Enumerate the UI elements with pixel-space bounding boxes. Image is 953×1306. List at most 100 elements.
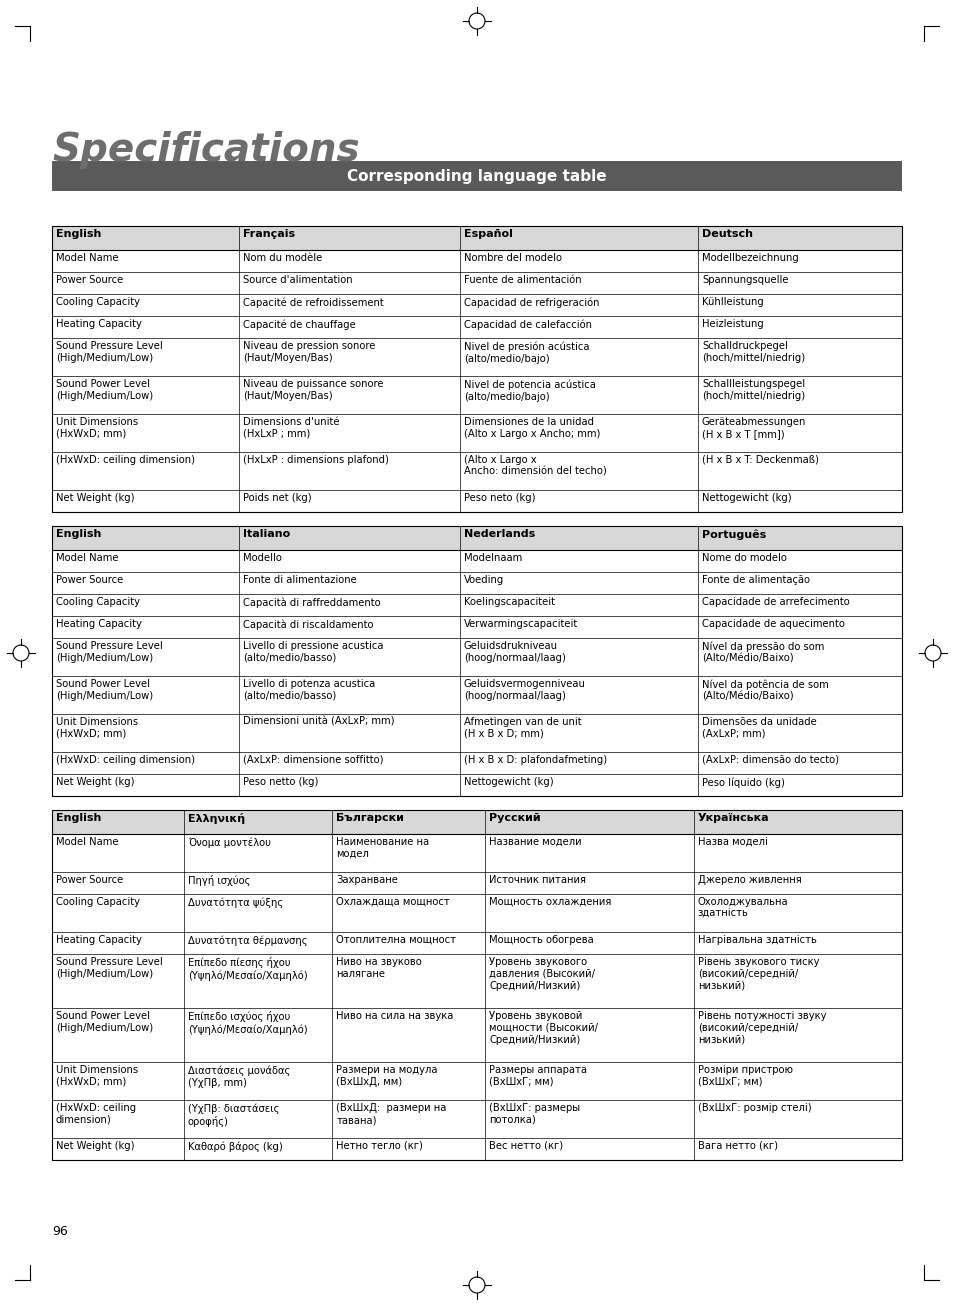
Text: Δυνατότητα ψύξης: Δυνατότητα ψύξης [188,897,283,908]
Text: Español: Español [463,229,513,239]
Text: Cooling Capacity: Cooling Capacity [56,296,140,307]
Text: (HxLxP : dimensions plafond): (HxLxP : dimensions plafond) [243,454,389,465]
Text: Sound Power Level
(High/Medium/Low): Sound Power Level (High/Medium/Low) [56,679,153,701]
Text: Nível da pressão do som
(Alto/Médio/Baixo): Nível da pressão do som (Alto/Médio/Baix… [701,641,823,663]
Text: Отоплителна мощност: Отоплителна мощност [336,935,456,946]
Text: Peso netto (kg): Peso netto (kg) [243,777,318,788]
Text: (HxWxD: ceiling
dimension): (HxWxD: ceiling dimension) [56,1104,136,1124]
Text: (HxWxD: ceiling dimension): (HxWxD: ceiling dimension) [56,755,194,765]
Text: Nederlands: Nederlands [463,529,535,539]
Text: Specifications: Specifications [52,131,359,168]
Text: Modelnaam: Modelnaam [463,552,521,563]
Bar [52,810,901,835]
Bar [52,226,901,512]
Text: Πηγή ισχύος: Πηγή ισχύος [188,875,250,885]
Text: Niveau de puissance sonore
(Haut/Moyen/Bas): Niveau de puissance sonore (Haut/Moyen/B… [243,379,383,401]
Text: Capacidad de calefacción: Capacidad de calefacción [463,319,592,329]
Text: Heating Capacity: Heating Capacity [56,935,142,946]
Text: Net Weight (kg): Net Weight (kg) [56,492,134,503]
Text: Українська: Українська [697,814,768,823]
Text: Nombre del modelo: Nombre del modelo [463,253,561,263]
Text: Dimensões da unidade
(AxLxP; mm): Dimensões da unidade (AxLxP; mm) [701,717,816,739]
Text: Ниво на звуково
налягане: Ниво на звуково налягане [336,957,422,980]
Text: Δυνατότητα θέρμανσης: Δυνατότητα θέρμανσης [188,935,307,946]
Bar [52,226,901,512]
Text: (HxWxD: ceiling dimension): (HxWxD: ceiling dimension) [56,454,194,465]
Text: Koelingscapaciteit: Koelingscapaciteit [463,597,555,607]
Text: Уровень звуковой
мощности (Высокий/
Средний/Низкий): Уровень звуковой мощности (Высокий/ Сред… [489,1011,598,1045]
Text: Poids net (kg): Poids net (kg) [243,492,312,503]
Bar [52,810,901,1160]
Text: Capacité de chauffage: Capacité de chauffage [243,319,355,329]
Text: Dimensioni unità (AxLxP; mm): Dimensioni unità (AxLxP; mm) [243,717,395,727]
Text: (ВхШхГ: розмір стелі): (ВхШхГ: розмір стелі) [697,1104,810,1113]
Text: Джерело живлення: Джерело живлення [697,875,801,885]
Text: Français: Français [243,229,294,239]
Text: Geluidsdrukniveau
(hoog/normaal/laag): Geluidsdrukniveau (hoog/normaal/laag) [463,641,565,663]
Text: Source d'alimentation: Source d'alimentation [243,276,353,285]
Text: (ВхШхД:  размери на
тавана): (ВхШхД: размери на тавана) [336,1104,446,1124]
Text: Geräteabmessungen
(H x B x T [mm]): Geräteabmessungen (H x B x T [mm]) [701,417,805,439]
Text: Net Weight (kg): Net Weight (kg) [56,777,134,788]
Text: Рівень звукового тиску
(високий/середній/
низький): Рівень звукового тиску (високий/середній… [697,957,819,991]
Text: Voeding: Voeding [463,575,504,585]
Text: Наименование на
модел: Наименование на модел [336,837,429,859]
Bar [52,526,901,550]
Text: (H x B x T: Deckenmaß): (H x B x T: Deckenmaß) [701,454,818,465]
Text: Nome do modelo: Nome do modelo [701,552,786,563]
Text: Нетно тегло (кг): Нетно тегло (кг) [336,1141,423,1151]
Text: Български: Български [336,814,404,823]
Text: Português: Português [701,529,765,539]
Text: Επίπεδο ισχύος ήχου
(Υψηλό/Μεσαίο/Χαμηλό): Επίπεδο ισχύος ήχου (Υψηλό/Μεσαίο/Χαμηλό… [188,1011,307,1034]
Text: Рівень потужності звуку
(високий/середній/
низький): Рівень потужності звуку (високий/середні… [697,1011,825,1045]
Text: Corresponding language table: Corresponding language table [347,168,606,184]
Text: Capacidad de refrigeración: Capacidad de refrigeración [463,296,598,307]
Bar [52,161,901,191]
Text: Sound Pressure Level
(High/Medium/Low): Sound Pressure Level (High/Medium/Low) [56,957,163,980]
Text: Nível da potência de som
(Alto/Médio/Baixo): Nível da potência de som (Alto/Médio/Bai… [701,679,828,701]
Text: Power Source: Power Source [56,276,123,285]
Text: Мощность охлаждения: Мощность охлаждения [489,897,611,906]
Text: Deutsch: Deutsch [701,229,752,239]
Bar [52,526,901,795]
Text: Model Name: Model Name [56,552,118,563]
Text: Ниво на сила на звука: Ниво на сила на звука [336,1011,454,1021]
Text: Название модели: Название модели [489,837,581,848]
Text: Dimensiones de la unidad
(Alto x Largo x Ancho; mm): Dimensiones de la unidad (Alto x Largo x… [463,417,599,439]
Text: Heating Capacity: Heating Capacity [56,619,142,629]
Text: Нагрівальна здатність: Нагрівальна здатність [697,935,816,946]
Text: Fonte di alimentazione: Fonte di alimentazione [243,575,356,585]
Bar [52,526,901,795]
Text: English: English [56,229,101,239]
Text: Modellbezeichnung: Modellbezeichnung [701,253,798,263]
Text: Capacidade de arrefecimento: Capacidade de arrefecimento [701,597,849,607]
Text: Sound Power Level
(High/Medium/Low): Sound Power Level (High/Medium/Low) [56,1011,153,1033]
Text: Розміри пристрою
(ВхШхГ; мм): Розміри пристрою (ВхШхГ; мм) [697,1064,792,1087]
Text: Livello di pressione acustica
(alto/medio/basso): Livello di pressione acustica (alto/medi… [243,641,383,663]
Text: Model Name: Model Name [56,837,118,848]
Text: Spannungsquelle: Spannungsquelle [701,276,788,285]
Text: English: English [56,529,101,539]
Text: (AxLxP: dimensione soffitto): (AxLxP: dimensione soffitto) [243,755,383,765]
Text: Sound Power Level
(High/Medium/Low): Sound Power Level (High/Medium/Low) [56,379,153,401]
Text: Capacité de refroidissement: Capacité de refroidissement [243,296,383,307]
Text: Размеры аппарата
(ВхШхГ; мм): Размеры аппарата (ВхШхГ; мм) [489,1064,587,1087]
Text: Nivel de presión acústica
(alto/medio/bajo): Nivel de presión acústica (alto/medio/ba… [463,341,589,363]
Text: Русский: Русский [489,814,540,823]
Text: Italiano: Italiano [243,529,290,539]
Text: Вага нетто (кг): Вага нетто (кг) [697,1141,777,1151]
Text: Назва моделі: Назва моделі [697,837,767,848]
Text: Вес нетто (кг): Вес нетто (кг) [489,1141,563,1151]
Text: Διαστάσεις μονάδας
(ΥχΠβ, mm): Διαστάσεις μονάδας (ΥχΠβ, mm) [188,1064,290,1088]
Text: Verwarmingscapaciteit: Verwarmingscapaciteit [463,619,578,629]
Text: Мощность обогрева: Мощность обогрева [489,935,594,946]
Text: Fuente de alimentación: Fuente de alimentación [463,276,581,285]
Text: Schallleistungspegel
(hoch/mittel/niedrig): Schallleistungspegel (hoch/mittel/niedri… [701,379,804,401]
Text: Unit Dimensions
(HxWxD; mm): Unit Dimensions (HxWxD; mm) [56,717,138,739]
Text: Net Weight (kg): Net Weight (kg) [56,1141,134,1151]
Bar [52,226,901,249]
Text: Niveau de pression sonore
(Haut/Moyen/Bas): Niveau de pression sonore (Haut/Moyen/Ba… [243,341,375,363]
Text: Modello: Modello [243,552,281,563]
Text: Peso neto (kg): Peso neto (kg) [463,492,535,503]
Text: Geluidsvermogenniveau
(hoog/normaal/laag): Geluidsvermogenniveau (hoog/normaal/laag… [463,679,585,701]
